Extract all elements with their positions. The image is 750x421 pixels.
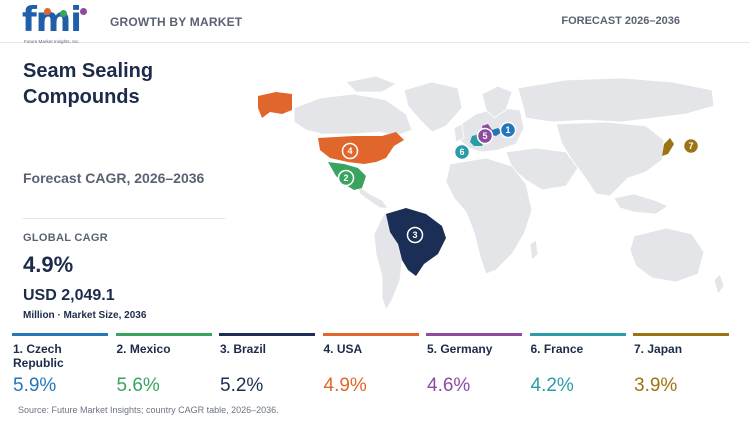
global-cagr-value: 4.9% — [23, 252, 74, 277]
logo-text: fmi — [22, 0, 82, 40]
country-card[interactable]: 5. Germany 4.6% — [426, 333, 522, 401]
map-marker[interactable]: 5 — [476, 127, 494, 145]
fmi-logo[interactable]: fmi Future Market Insights, Inc. — [22, 0, 92, 46]
land-canada — [293, 93, 413, 137]
forecast-label: FORECAST 2026–2036 — [561, 15, 680, 27]
source-note: Source: Future Market Insights; country … — [18, 405, 279, 415]
card-color-bar — [529, 333, 626, 336]
map-marker[interactable]: 4 — [341, 142, 359, 160]
country-cards: 1. Czech Republic 5.9% 2. Mexico 5.6% 3. Bra… — [12, 333, 738, 401]
map-marker-circle — [499, 121, 517, 139]
land-australia — [629, 227, 705, 283]
country-card[interactable]: 2. Mexico 5.6% — [115, 333, 212, 401]
market-size-value: USD 2,049.1 — [23, 287, 115, 304]
card-country-name: 5. Germany — [427, 342, 493, 356]
land-africa — [445, 157, 533, 275]
card-cagr-value: 5.2% — [220, 375, 264, 396]
card-color-bar — [115, 333, 212, 336]
map-marker-rank: 5 — [482, 131, 487, 141]
land-madagascar — [529, 239, 539, 261]
country-card[interactable]: 6. France 4.2% — [529, 333, 626, 401]
card-color-bar — [426, 333, 522, 336]
map-marker-rank: 7 — [688, 141, 693, 151]
map-marker-circle — [453, 143, 471, 161]
world-map: 1 2 3 4 5 6 7 — [258, 75, 725, 311]
map-marker-rank: 4 — [347, 146, 352, 156]
map-marker[interactable]: 1 — [499, 121, 517, 139]
card-cagr-value: 4.2% — [530, 375, 574, 396]
land-asia — [555, 121, 665, 197]
logo-dot-purple — [80, 8, 87, 15]
land-scandinavia — [481, 85, 513, 119]
country-japan[interactable] — [662, 138, 674, 156]
map-marker[interactable]: 3 — [406, 226, 424, 244]
country-usa[interactable] — [318, 132, 404, 164]
country-czech[interactable] — [492, 128, 502, 136]
map-marker-rank: 6 — [459, 147, 464, 157]
card-cagr-value: 3.9% — [634, 375, 678, 396]
map-marker-rank: 3 — [412, 230, 417, 240]
land-arctic-islands — [345, 75, 397, 93]
card-color-bar — [12, 333, 108, 336]
market-size-unit: Million · Market Size, 2036 — [23, 310, 147, 321]
country-card[interactable]: 4. USA 4.9% — [322, 333, 419, 401]
card-cagr-value: 4.9% — [323, 375, 367, 396]
header-bar: fmi Future Market Insights, Inc. GROWTH … — [0, 0, 750, 46]
map-marker-circle — [476, 127, 494, 145]
map-marker[interactable]: 6 — [453, 143, 471, 161]
report-title: Seam Sealing Compounds — [23, 60, 154, 108]
country-card[interactable]: 7. Japan 3.9% — [633, 333, 729, 401]
country-alaska[interactable] — [258, 92, 292, 118]
divider — [23, 218, 225, 219]
land-russia — [517, 77, 715, 123]
map-marker-circle — [406, 226, 424, 244]
logo-dot-orange — [44, 8, 51, 15]
card-country-name: 3. Brazil — [220, 342, 267, 356]
card-country-name: 1. Czech Republic — [13, 342, 64, 370]
section-label: GROWTH BY MARKET — [110, 15, 243, 29]
map-markers: 1 2 3 4 5 6 7 — [337, 121, 700, 244]
card-country-name: 4. USA — [323, 342, 363, 356]
logo-dot-green — [60, 10, 67, 17]
card-cagr-value: 4.6% — [427, 375, 471, 396]
logo-subtext: Future Market Insights, Inc. — [24, 39, 80, 44]
card-cagr-value: 5.9% — [13, 375, 57, 396]
land-central-america — [357, 185, 389, 209]
map-marker-circle — [682, 137, 700, 155]
global-cagr-label: GLOBAL CAGR — [23, 232, 108, 244]
card-country-name: 7. Japan — [634, 342, 683, 356]
map-marker-circle — [341, 142, 359, 160]
card-color-bar — [219, 333, 315, 336]
country-card[interactable]: 1. Czech Republic 5.9% — [12, 333, 108, 401]
map-marker[interactable]: 2 — [337, 169, 355, 187]
card-country-name: 6. France — [530, 342, 584, 356]
land-uk — [453, 123, 465, 143]
land-se-asia — [613, 193, 669, 215]
map-marker-rank: 2 — [343, 173, 348, 183]
cagr-period-label: Forecast CAGR, 2026–2036 — [23, 170, 205, 186]
card-cagr-value: 5.6% — [116, 375, 160, 396]
card-country-name: 2. Mexico — [116, 342, 171, 356]
land-masses — [293, 75, 725, 311]
country-card[interactable]: 3. Brazil 5.2% — [219, 333, 315, 401]
map-marker-circle — [337, 169, 355, 187]
card-color-bar — [322, 333, 419, 336]
card-color-bar — [633, 333, 729, 336]
land-greenland — [403, 81, 463, 133]
map-marker-rank: 1 — [505, 125, 510, 135]
land-new-zealand — [713, 273, 725, 295]
map-marker[interactable]: 7 — [682, 137, 700, 155]
